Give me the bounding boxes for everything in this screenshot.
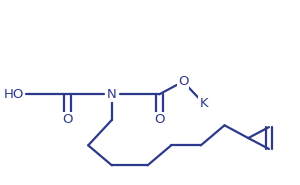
Text: O: O [154, 113, 165, 126]
Text: N: N [107, 88, 117, 101]
Text: O: O [62, 113, 73, 126]
Text: K: K [200, 97, 208, 110]
Text: O: O [178, 75, 188, 88]
Text: HO: HO [4, 88, 24, 101]
